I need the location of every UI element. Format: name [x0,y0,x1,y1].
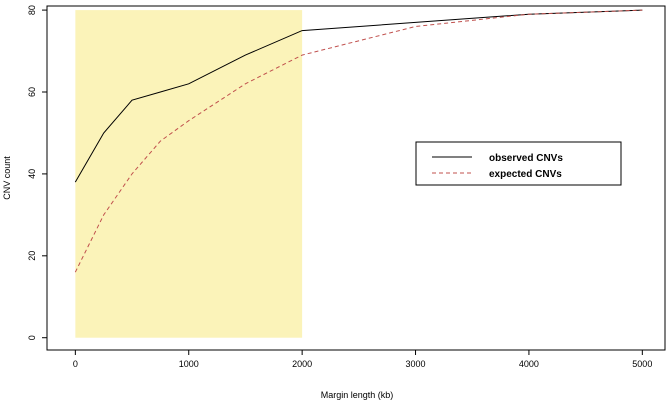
y-tick-label: 20 [27,251,37,261]
y-tick-label: 80 [27,5,37,15]
legend-label-expected: expected CNVs [489,169,562,180]
series-line-expected [74,9,643,273]
y-axis-label: CNV count [2,156,12,200]
legend-box [415,141,622,186]
x-tick-label: 2000 [292,359,312,369]
y-tick-label: 0 [27,335,37,340]
series-line-observed [74,9,643,183]
x-tick-label: 3000 [406,359,426,369]
y-tick-label: 40 [27,169,37,179]
x-tick-label: 4000 [519,359,539,369]
x-axis-label: Margin length (kb) [321,390,394,400]
x-tick-label: 5000 [632,359,652,369]
x-tick-label: 1000 [179,359,199,369]
highlight-region [75,10,303,338]
series-layer [74,9,643,273]
x-axis: 0 1000 2000 3000 4000 5000 [73,349,652,369]
x-tick-label: 0 [73,359,78,369]
legend-label-observed: observed CNVs [489,153,563,164]
y-tick-label: 60 [27,87,37,97]
highlight-layer [75,10,303,338]
y-axis: 0 20 40 60 80 [27,5,48,340]
legend: observed CNVs expected CNVs [415,141,622,186]
